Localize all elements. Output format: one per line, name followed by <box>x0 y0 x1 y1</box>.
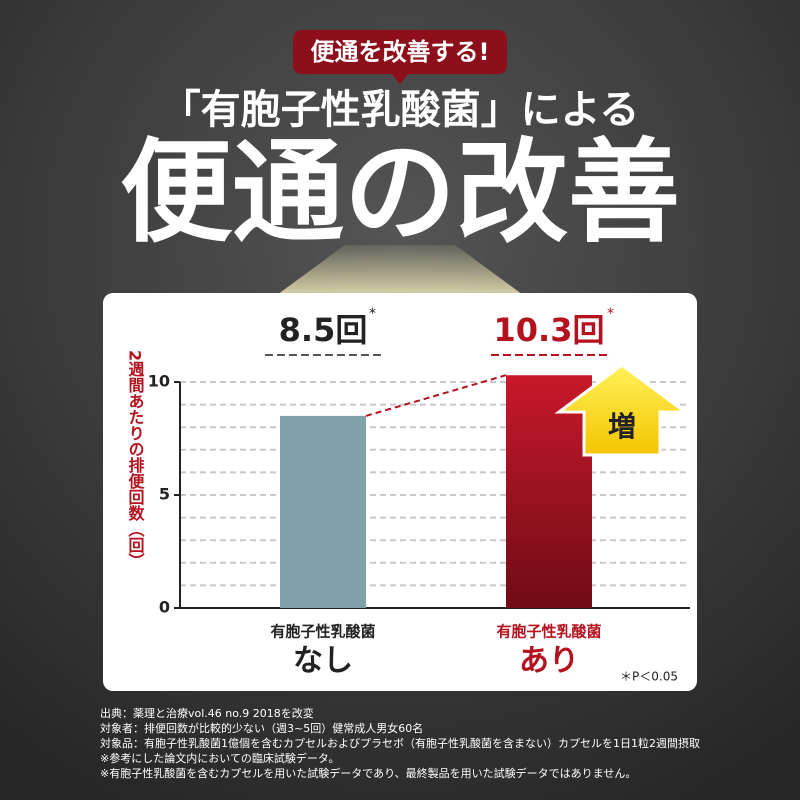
badge: 便通を改善する! <box>311 38 490 66</box>
footer-line: 対象者：排便回数が比較的少ない（週3~5回）健常成人男女60名 <box>100 721 423 735</box>
x-tick-label: なし <box>293 644 353 679</box>
badge-bg <box>293 30 507 74</box>
footer-line: ※参考にした論文内においての臨床試験データ。 <box>100 751 340 765</box>
footer-line: 出典：薬理と治療vol.46 no.9 2018を改変 <box>100 706 314 720</box>
note: ＊P＜0.05 <box>620 670 678 684</box>
headline: 「有胞子性乳酸菌」による <box>161 87 640 133</box>
value-label: 10.3回 <box>494 311 605 349</box>
chart-panel <box>103 293 697 691</box>
arrow-label: 増 <box>608 410 636 443</box>
footer-line: ※有胞子性乳酸菌を含むカプセルを用いた試験データであり、最終製品を用いた試験デー… <box>100 766 636 780</box>
value-label-marker: * <box>607 306 614 322</box>
footer-line: 対象品：有胞子性乳酸菌1億個を含むカプセルおよびプラセボ（有胞子性乳酸菌を含まな… <box>100 736 700 750</box>
y-tick-label: 0 <box>159 598 170 617</box>
bar <box>506 375 592 608</box>
spotlight <box>270 245 530 300</box>
increase-arrow <box>554 363 690 457</box>
badge-tail <box>392 74 408 84</box>
value-label: 8.5回 <box>279 311 368 349</box>
bar <box>280 415 366 608</box>
x-tick-label: あり <box>519 644 579 679</box>
y-axis-label: 2週間あたりの排便回数（回） <box>126 350 145 569</box>
value-label-marker: * <box>369 306 376 322</box>
footer: 出典：薬理と治療vol.46 no.9 2018を改変対象者：排便回数が比較的少… <box>100 706 700 780</box>
x-sublabel: 有胞子性乳酸菌 <box>270 623 375 641</box>
y-tick-label: 10 <box>148 372 170 391</box>
big-title: 便通の改善 <box>120 128 680 258</box>
trend-line <box>365 374 507 417</box>
y-tick-label: 5 <box>159 485 170 504</box>
x-sublabel: 有胞子性乳酸菌 <box>496 623 601 641</box>
